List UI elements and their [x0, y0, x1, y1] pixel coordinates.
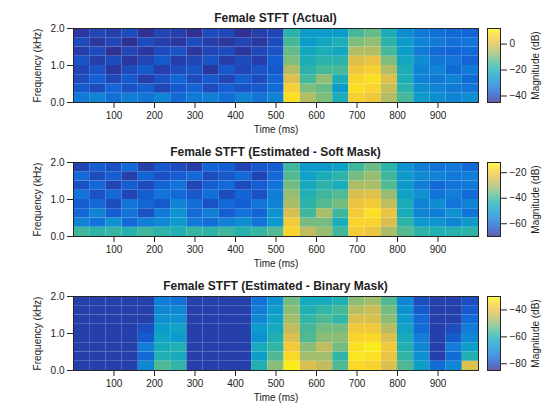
svg-text:Magnitude (dB): Magnitude (dB)	[530, 165, 541, 233]
svg-text:2.0: 2.0	[51, 291, 65, 302]
svg-text:800: 800	[389, 378, 406, 389]
svg-text:400: 400	[227, 110, 244, 121]
svg-text:400: 400	[227, 244, 244, 255]
svg-text:−40: −40	[510, 304, 527, 315]
svg-text:700: 700	[349, 378, 366, 389]
svg-text:−80: −80	[510, 358, 527, 369]
svg-text:600: 600	[308, 110, 325, 121]
svg-text:100: 100	[106, 244, 123, 255]
svg-text:500: 500	[268, 244, 285, 255]
svg-text:800: 800	[389, 244, 406, 255]
svg-text:500: 500	[268, 110, 285, 121]
svg-text:200: 200	[146, 110, 163, 121]
svg-text:800: 800	[389, 110, 406, 121]
svg-text:Time (ms): Time (ms)	[254, 258, 299, 269]
svg-text:300: 300	[187, 110, 204, 121]
svg-text:−40: −40	[510, 90, 527, 101]
svg-text:100: 100	[106, 378, 123, 389]
svg-text:0.0: 0.0	[51, 231, 65, 242]
svg-text:1.0: 1.0	[51, 60, 65, 71]
svg-text:300: 300	[187, 244, 204, 255]
svg-text:1.0: 1.0	[51, 328, 65, 339]
svg-text:−20: −20	[510, 167, 527, 178]
svg-text:100: 100	[106, 110, 123, 121]
svg-text:300: 300	[187, 378, 204, 389]
svg-text:0.0: 0.0	[51, 97, 65, 108]
svg-text:2.0: 2.0	[51, 157, 65, 168]
svg-text:−40: −40	[510, 192, 527, 203]
svg-text:Frequency (kHz): Frequency (kHz)	[32, 297, 43, 371]
svg-text:Magnitude (dB): Magnitude (dB)	[530, 31, 541, 99]
svg-text:600: 600	[308, 244, 325, 255]
svg-text:−60: −60	[510, 218, 527, 229]
html-text:Female STFT (Estimated - Binar: Female STFT (Estimated - Binary Mask)	[163, 279, 388, 293]
html-text:Female STFT (Actual): Female STFT (Actual)	[214, 11, 337, 25]
svg-text:Frequency (kHz): Frequency (kHz)	[32, 29, 43, 103]
svg-text:900: 900	[430, 110, 447, 121]
svg-text:Time (ms): Time (ms)	[254, 392, 299, 403]
svg-text:Frequency (kHz): Frequency (kHz)	[32, 163, 43, 237]
svg-text:900: 900	[430, 378, 447, 389]
svg-text:−20: −20	[510, 64, 527, 75]
svg-text:0.0: 0.0	[51, 365, 65, 376]
svg-text:1.0: 1.0	[51, 194, 65, 205]
svg-text:−60: −60	[510, 331, 527, 342]
svg-text:Time (ms): Time (ms)	[254, 124, 299, 135]
svg-text:200: 200	[146, 244, 163, 255]
svg-text:700: 700	[349, 110, 366, 121]
svg-text:0: 0	[510, 38, 516, 49]
svg-text:200: 200	[146, 378, 163, 389]
svg-text:500: 500	[268, 378, 285, 389]
svg-text:2.0: 2.0	[51, 23, 65, 34]
svg-text:400: 400	[227, 378, 244, 389]
svg-text:600: 600	[308, 378, 325, 389]
svg-text:Magnitude (dB): Magnitude (dB)	[530, 299, 541, 367]
html-text:Female STFT (Estimated - Soft: Female STFT (Estimated - Soft Mask)	[170, 145, 381, 159]
svg-text:900: 900	[430, 244, 447, 255]
svg-text:700: 700	[349, 244, 366, 255]
